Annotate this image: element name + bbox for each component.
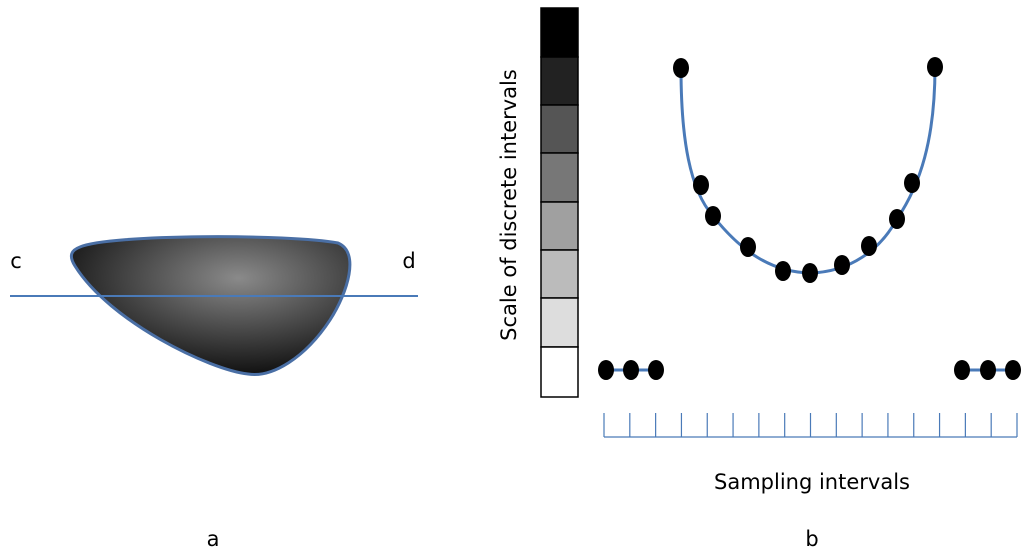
sample-points <box>598 57 1021 380</box>
gray-scale <box>540 7 579 398</box>
label-d: d <box>402 249 415 273</box>
object-shape <box>69 235 352 376</box>
vertical-axis-label: Scale of discrete intervals <box>497 69 521 341</box>
label-c: c <box>10 249 22 273</box>
label-a: a <box>207 527 220 551</box>
horizontal-axis-label: Sampling intervals <box>714 470 910 494</box>
signal-curve <box>679 66 937 275</box>
label-b: b <box>805 527 818 551</box>
sampling-ruler <box>603 413 1018 438</box>
